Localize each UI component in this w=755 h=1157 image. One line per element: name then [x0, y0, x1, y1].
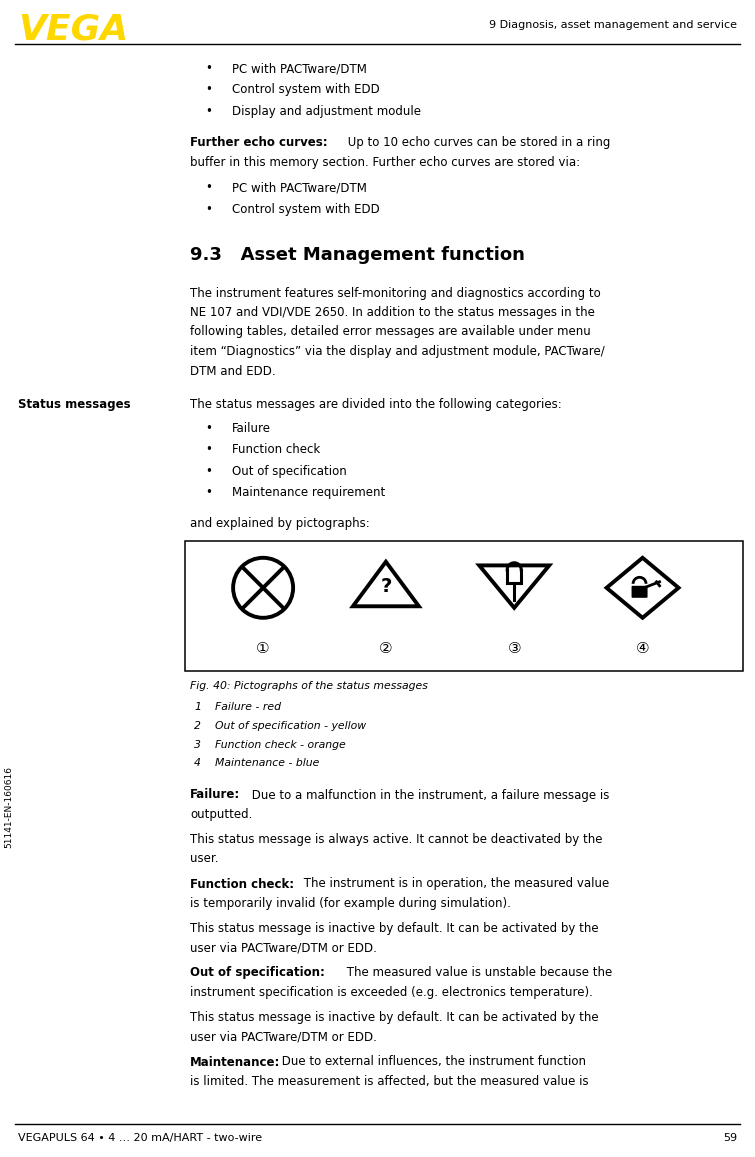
- Text: Due to external influences, the instrument function: Due to external influences, the instrume…: [278, 1055, 586, 1069]
- Text: PC with PACTware/DTM: PC with PACTware/DTM: [232, 62, 367, 75]
- Text: The instrument features self-monitoring and diagnostics according to: The instrument features self-monitoring …: [190, 287, 601, 300]
- Text: •: •: [205, 421, 212, 435]
- Text: instrument specification is exceeded (e.g. electronics temperature).: instrument specification is exceeded (e.…: [190, 986, 593, 998]
- Text: ①: ①: [256, 641, 270, 656]
- Text: Function check - orange: Function check - orange: [215, 739, 346, 750]
- Text: •: •: [205, 202, 212, 216]
- Text: Out of specification - yellow: Out of specification - yellow: [215, 721, 366, 731]
- Text: user via PACTware/DTM or EDD.: user via PACTware/DTM or EDD.: [190, 1031, 377, 1044]
- Text: This status message is inactive by default. It can be activated by the: This status message is inactive by defau…: [190, 1011, 599, 1024]
- Text: VEGA: VEGA: [18, 12, 128, 46]
- Text: outputted.: outputted.: [190, 808, 252, 821]
- Text: following tables, detailed error messages are available under menu: following tables, detailed error message…: [190, 325, 590, 339]
- Text: 59: 59: [723, 1133, 737, 1143]
- Text: DTM and EDD.: DTM and EDD.: [190, 364, 276, 377]
- Text: Function check: Function check: [232, 443, 320, 456]
- Text: The status messages are divided into the following categories:: The status messages are divided into the…: [190, 398, 562, 411]
- Text: Failure: Failure: [232, 421, 271, 435]
- Text: and explained by pictographs:: and explained by pictographs:: [190, 517, 370, 531]
- Text: Maintenance:: Maintenance:: [190, 1055, 280, 1069]
- Text: 51141-EN-160616: 51141-EN-160616: [4, 766, 13, 848]
- Text: Out of specification: Out of specification: [232, 464, 347, 478]
- Text: Status messages: Status messages: [18, 398, 131, 411]
- Text: VEGAPULS 64 • 4 … 20 mA/HART - two-wire: VEGAPULS 64 • 4 … 20 mA/HART - two-wire: [18, 1133, 262, 1143]
- Text: •: •: [205, 83, 212, 96]
- Text: ④: ④: [636, 641, 649, 656]
- Text: •: •: [205, 464, 212, 478]
- Text: Failure:: Failure:: [190, 789, 240, 802]
- Text: •: •: [205, 443, 212, 456]
- Text: This status message is inactive by default. It can be activated by the: This status message is inactive by defau…: [190, 922, 599, 935]
- Text: user via PACTware/DTM or EDD.: user via PACTware/DTM or EDD.: [190, 942, 377, 955]
- Text: The instrument is in operation, the measured value: The instrument is in operation, the meas…: [300, 877, 609, 891]
- Text: Function check:: Function check:: [190, 877, 294, 891]
- Text: 2: 2: [194, 721, 201, 731]
- Text: is temporarily invalid (for example during simulation).: is temporarily invalid (for example duri…: [190, 897, 511, 911]
- Text: Further echo curves:: Further echo curves:: [190, 137, 328, 149]
- Text: ③: ③: [507, 641, 521, 656]
- Text: Control system with EDD: Control system with EDD: [232, 83, 380, 96]
- Text: •: •: [205, 182, 212, 194]
- Text: user.: user.: [190, 853, 218, 865]
- FancyBboxPatch shape: [632, 585, 648, 598]
- Text: buffer in this memory section. Further echo curves are stored via:: buffer in this memory section. Further e…: [190, 156, 580, 169]
- Text: Fig. 40: Pictographs of the status messages: Fig. 40: Pictographs of the status messa…: [190, 681, 428, 691]
- Bar: [185, 541, 743, 671]
- Text: 3: 3: [194, 739, 201, 750]
- Text: Failure - red: Failure - red: [215, 702, 281, 713]
- Text: NE 107 and VDI/VDE 2650. In addition to the status messages in the: NE 107 and VDI/VDE 2650. In addition to …: [190, 305, 595, 319]
- Text: is limited. The measurement is affected, but the measured value is: is limited. The measurement is affected,…: [190, 1075, 589, 1088]
- Text: Due to a malfunction in the instrument, a failure message is: Due to a malfunction in the instrument, …: [248, 789, 610, 802]
- Text: Out of specification:: Out of specification:: [190, 966, 325, 980]
- Text: •: •: [205, 62, 212, 75]
- Text: 9 Diagnosis, asset management and service: 9 Diagnosis, asset management and servic…: [489, 20, 737, 30]
- Text: •: •: [205, 486, 212, 499]
- Text: 4: 4: [194, 758, 201, 768]
- Text: PC with PACTware/DTM: PC with PACTware/DTM: [232, 182, 367, 194]
- Text: ?: ?: [381, 577, 392, 596]
- Text: This status message is always active. It cannot be deactivated by the: This status message is always active. It…: [190, 833, 602, 846]
- Text: item “Diagnostics” via the display and adjustment module, PACTware/: item “Diagnostics” via the display and a…: [190, 345, 605, 358]
- Text: 1: 1: [194, 702, 201, 713]
- Text: The measured value is unstable because the: The measured value is unstable because t…: [344, 966, 612, 980]
- Text: Display and adjustment module: Display and adjustment module: [232, 105, 421, 118]
- Text: •: •: [205, 105, 212, 118]
- Text: ②: ②: [379, 641, 393, 656]
- Text: 9.3   Asset Management function: 9.3 Asset Management function: [190, 246, 525, 265]
- Text: Maintenance requirement: Maintenance requirement: [232, 486, 385, 499]
- Text: Control system with EDD: Control system with EDD: [232, 202, 380, 216]
- Text: Up to 10 echo curves can be stored in a ring: Up to 10 echo curves can be stored in a …: [344, 137, 610, 149]
- Text: Maintenance - blue: Maintenance - blue: [215, 758, 319, 768]
